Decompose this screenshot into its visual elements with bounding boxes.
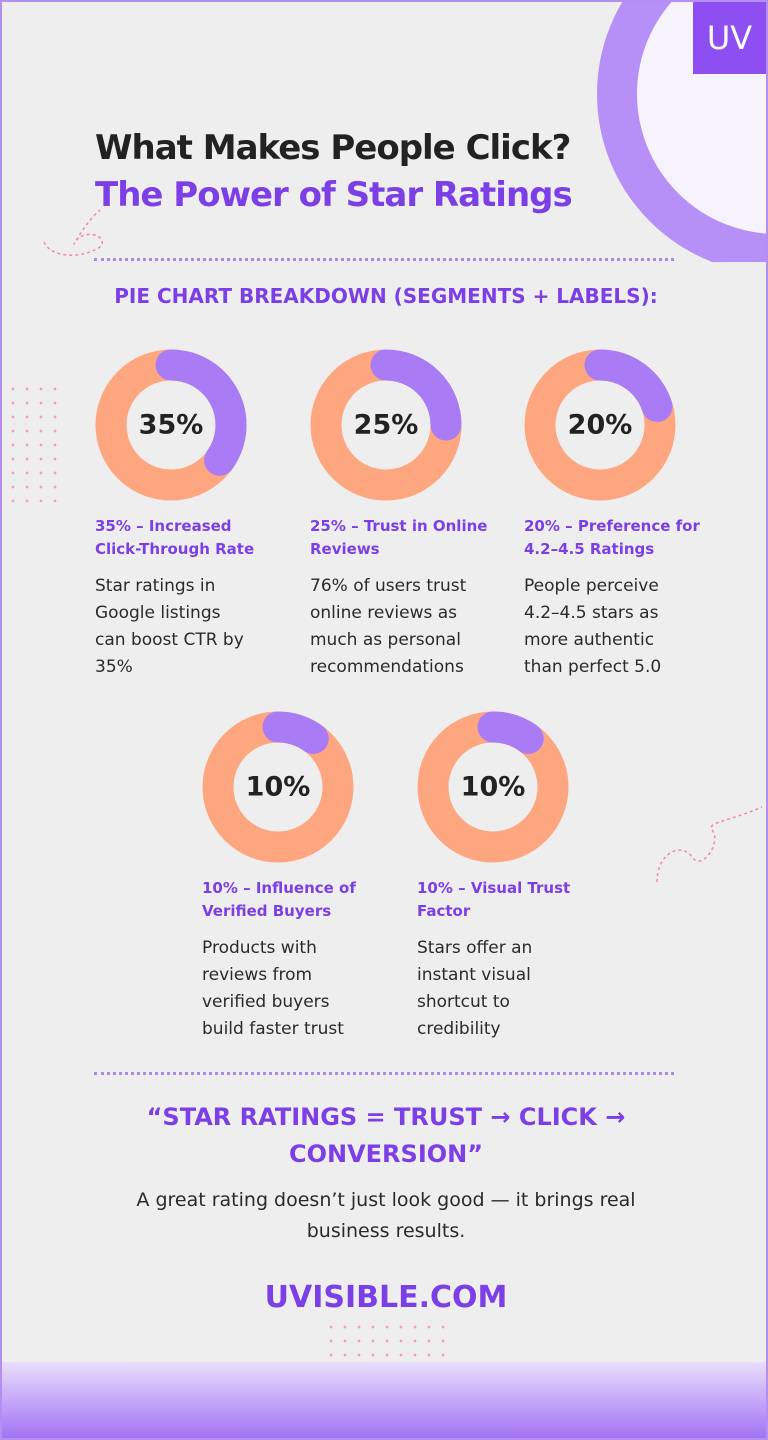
caption: 20% – Preference for 4.2–4.5 Ratings xyxy=(524,517,700,558)
decor-dots xyxy=(324,1320,448,1360)
caption: 25% – Trust in Online Reviews xyxy=(310,517,488,558)
description: People perceive 4.2–4.5 stars as more au… xyxy=(524,576,662,677)
decor-squiggle xyxy=(656,806,763,883)
website: UVISIBLE.COM xyxy=(264,1280,508,1315)
donut-label: 10% xyxy=(246,772,311,803)
caption: 10% – Influence of Verified Buyers xyxy=(202,879,356,920)
donut-segment xyxy=(370,349,462,441)
donut-segment xyxy=(262,711,329,754)
description: Products with reviews from verified buye… xyxy=(202,938,344,1039)
donut-chart: 10% xyxy=(202,711,354,863)
decor-dots xyxy=(6,382,62,502)
divider xyxy=(94,258,674,261)
subtitle: The Power of Star Ratings xyxy=(95,175,573,215)
section-title: PIE CHART BREAKDOWN (SEGMENTS + LABELS): xyxy=(114,284,658,308)
donut-label: 20% xyxy=(568,410,633,441)
description: Star ratings in Google listings can boos… xyxy=(95,576,244,677)
logo: UV xyxy=(693,2,766,74)
caption: 35% – Increased Click-Through Rate xyxy=(95,517,255,558)
summary: A great rating doesn’t just look good — … xyxy=(136,1189,636,1242)
donut-label: 35% xyxy=(139,410,204,441)
decor-arrow xyxy=(43,209,103,256)
donut-segment xyxy=(477,711,544,754)
donut-chart: 10% xyxy=(417,711,569,863)
donut-label: 25% xyxy=(354,410,419,441)
divider xyxy=(94,1072,674,1075)
title: What Makes People Click? xyxy=(95,128,571,168)
donut-chart: 25% xyxy=(310,349,462,501)
donut-segment xyxy=(155,349,247,476)
donut-chart: 20% xyxy=(524,349,676,501)
donut-segment xyxy=(584,349,673,422)
donut-label: 10% xyxy=(461,772,526,803)
quote: “STAR RATINGS = TRUST → CLICK → CONVERSI… xyxy=(146,1103,626,1168)
caption: 10% – Visual Trust Factor xyxy=(417,879,571,920)
donut-chart: 35% xyxy=(95,349,247,501)
description: 76% of users trust online reviews as muc… xyxy=(310,576,467,677)
description: Stars offer an instant visual shortcut t… xyxy=(417,938,533,1039)
footer-band xyxy=(2,1362,766,1438)
